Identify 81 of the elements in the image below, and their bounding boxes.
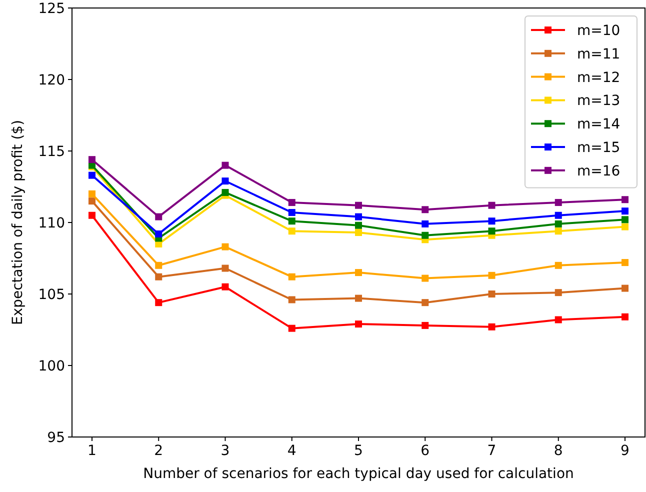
point: [622, 284, 629, 292]
point: [88, 190, 96, 198]
point: [554, 228, 562, 235]
point: [554, 262, 562, 269]
point: [488, 202, 496, 209]
point: [554, 198, 562, 206]
point: [155, 230, 162, 238]
point: [422, 299, 429, 306]
point: [222, 264, 229, 272]
point: [88, 156, 96, 164]
point: [155, 262, 162, 269]
point: [222, 162, 229, 169]
point: [488, 323, 496, 330]
legend-label: m=16: [577, 163, 620, 180]
point: [622, 216, 629, 224]
legend-label: m=13: [577, 93, 620, 110]
point: [488, 272, 496, 279]
point: [355, 320, 362, 328]
y-tick-label: 125: [38, 1, 65, 17]
x-tick-label: 8: [554, 443, 563, 459]
point: [422, 274, 429, 282]
y-tick-label: 95: [47, 430, 65, 446]
x-tick-label: 9: [620, 443, 630, 459]
point: [288, 218, 296, 225]
x-tick-label: 2: [154, 443, 164, 459]
point: [488, 290, 496, 298]
point: [554, 289, 562, 296]
y-tick-label: 100: [38, 358, 65, 374]
point: [288, 273, 296, 280]
point: [422, 206, 429, 214]
point: [355, 213, 362, 220]
point: [622, 313, 629, 320]
x-tick-label: 4: [287, 443, 296, 459]
point: [622, 196, 629, 204]
legend-label: m=14: [577, 116, 620, 133]
point: [355, 294, 362, 302]
point: [288, 324, 296, 332]
x-tick-label: 7: [487, 443, 496, 459]
x-tick-label: 1: [88, 443, 96, 459]
point: [88, 198, 96, 205]
point: [155, 299, 162, 306]
x-tick-label: 3: [220, 443, 230, 459]
legend-label: m=10: [577, 23, 620, 39]
point: [222, 283, 229, 290]
y-axis-title: Expectation of daily profit ($): [10, 120, 26, 326]
point: [622, 208, 629, 215]
point: [422, 232, 429, 239]
point: [622, 223, 629, 230]
point: [222, 243, 229, 250]
point: [488, 228, 496, 235]
point: [88, 172, 96, 179]
point: [422, 220, 429, 228]
y-tick-label: 105: [38, 287, 65, 303]
point: [554, 212, 562, 219]
point: [155, 213, 162, 220]
point: [288, 198, 296, 206]
point: [554, 316, 562, 324]
point: [622, 259, 629, 266]
legend-label: m=12: [577, 70, 620, 86]
x-tick-label: 6: [420, 443, 430, 459]
point: [554, 220, 562, 228]
point: [355, 202, 362, 209]
point: [488, 218, 496, 225]
point: [222, 188, 229, 196]
y-tick-label: 115: [38, 144, 65, 160]
point: [355, 229, 362, 236]
point: [88, 212, 96, 219]
point: [355, 269, 362, 276]
x-axis-title: Number of scenarios for each typical day used for calculation: [143, 466, 574, 482]
point: [155, 273, 162, 280]
point: [222, 178, 229, 185]
legend-label: m=15: [577, 140, 620, 156]
point: [288, 228, 296, 235]
x-tick-label: 5: [354, 443, 363, 459]
y-tick-label: 120: [38, 72, 65, 88]
point: [422, 322, 429, 329]
point: [288, 208, 296, 216]
point: [288, 296, 296, 304]
point: [355, 222, 362, 229]
legend-label: m=11: [577, 46, 620, 62]
y-tick-label: 110: [38, 216, 65, 232]
